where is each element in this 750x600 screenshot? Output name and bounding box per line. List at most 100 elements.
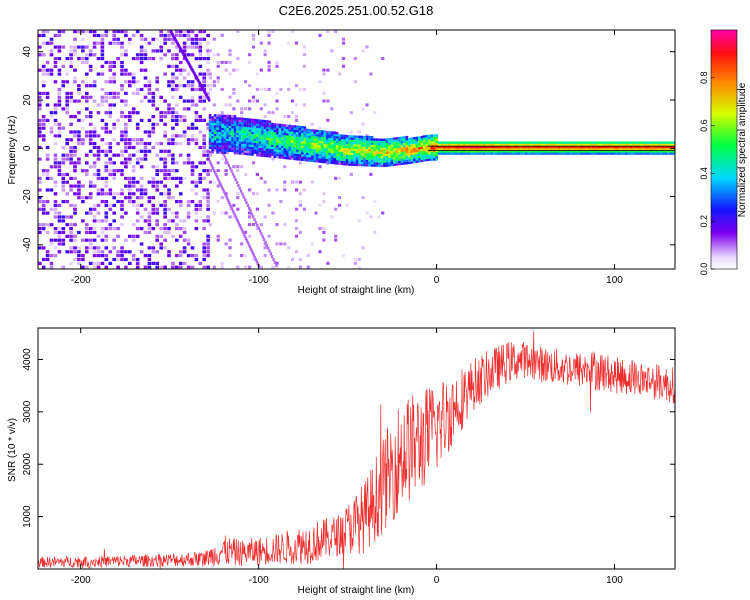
- spectrogram-ridge-cell: [395, 145, 399, 149]
- spectrogram-ridge-cell: [298, 138, 302, 142]
- spectrogram-streak-cell: [248, 99, 252, 103]
- spectrogram-noise-cell: [92, 130, 97, 134]
- spectrogram-noise-cell: [128, 196, 132, 200]
- spectrogram-ridge-cell: [629, 143, 633, 147]
- spectrogram-ridge-cell: [388, 146, 391, 150]
- spectrogram-ridge-cell: [306, 137, 309, 140]
- spectrogram-noise-cell: [38, 145, 42, 150]
- spectrogram-ridge-cell: [296, 158, 299, 161]
- spectrogram-ridge-cell: [567, 150, 571, 153]
- spectrogram-noise-cell: [178, 227, 183, 231]
- spectrogram-noise-cell: [159, 157, 163, 161]
- spectrogram-noise-cell: [178, 60, 183, 65]
- spectrogram-ridge-cell: [614, 141, 618, 144]
- spectrogram-noise-cell: [120, 72, 124, 76]
- spectrogram-ridge-cell: [323, 137, 326, 140]
- spectrogram-ridge-cell: [261, 124, 264, 127]
- spectrogram-streak-cell: [341, 41, 346, 45]
- spectrogram-noise-cell: [53, 207, 58, 211]
- spectrogram-ridge-cell: [348, 146, 351, 149]
- spectrogram-ridge-cell: [634, 143, 638, 147]
- spectrogram-noise-cell: [57, 172, 62, 177]
- spectrogram-ridge-cell: [233, 136, 237, 140]
- spectrogram-streak-cell: [240, 115, 244, 118]
- spectrogram-ridge-cell: [375, 149, 379, 152]
- snr-background: [38, 328, 675, 569]
- spectrogram-noise-cell: [178, 250, 183, 254]
- spectrogram-streak-cell: [353, 57, 357, 60]
- spectrogram-noise-cell: [202, 37, 206, 41]
- spectrogram-ridge-cell: [365, 138, 369, 141]
- spectrogram-noise-cell: [190, 84, 195, 88]
- spectrogram-streak-cell: [334, 207, 338, 211]
- spectrogram-noise-cell: [175, 115, 179, 119]
- spectrogram-ridge-cell: [246, 133, 249, 136]
- spectrogram-ridge-cell: [527, 143, 531, 147]
- spectrogram-noise-cell: [73, 176, 77, 180]
- spectrogram-noise-cell: [163, 41, 167, 45]
- spectrogram-noise-cell: [139, 176, 144, 180]
- spectrogram-ridge-cell: [333, 153, 336, 156]
- spectrogram-ridge-cell: [261, 121, 264, 125]
- spectrogram-ridge-cell: [602, 152, 605, 155]
- spectrogram-noise-cell: [104, 33, 109, 38]
- spectrogram-noise-cell: [92, 145, 97, 150]
- spectrogram-ridge-cell: [221, 114, 224, 117]
- spectrogram-ridge-cell: [278, 154, 282, 157]
- spectrogram-ridge-cell: [345, 145, 349, 149]
- spectrogram-noise-cell: [178, 219, 183, 223]
- spectrogram-noise-cell: [77, 196, 81, 200]
- spectrogram-ridge-cell: [450, 141, 453, 144]
- spectrogram-noise-cell: [167, 138, 171, 142]
- spectrogram-noise-cell: [194, 257, 199, 262]
- spectrogram-ridge-cell: [310, 157, 314, 160]
- spectrogram-ridge-cell: [360, 142, 364, 145]
- spectrogram-ridge-cell: [231, 141, 234, 144]
- spectrogram-noise-cell: [206, 91, 210, 95]
- spectrogram-streak-cell: [216, 53, 220, 57]
- spectrogram-ridge-cell: [221, 125, 224, 128]
- spectrogram-noise-cell: [41, 211, 46, 215]
- spectrogram-ridge-cell: [218, 136, 222, 139]
- spectrogram-noise-cell: [155, 219, 159, 223]
- spectrogram-streak-cell: [330, 107, 334, 111]
- spectrogram-noise-cell: [61, 227, 66, 231]
- spectrogram-ridge-cell: [363, 140, 366, 143]
- spectrogram-ridge-cell: [208, 120, 212, 123]
- spectrogram-ridge-cell: [664, 143, 668, 147]
- spectrogram-ridge-cell: [378, 138, 381, 141]
- spectrogram-noise-cell: [202, 227, 206, 231]
- spectrogram-noise-cell: [104, 254, 109, 258]
- spectrogram-ridge-cell: [435, 153, 439, 157]
- spectrogram-ridge-cell: [340, 145, 344, 148]
- spectrogram-streak-cell: [228, 215, 232, 219]
- spectrogram-ridge-cell: [293, 147, 297, 150]
- spectrogram-ridge-cell: [540, 143, 543, 147]
- spectrogram-ridge-cell: [246, 139, 249, 143]
- spectrogram-ridge-cell: [216, 138, 219, 141]
- spectrogram-ridge-cell: [241, 126, 244, 129]
- spectrogram-ridge-cell: [228, 149, 232, 152]
- spectrogram-noise-cell: [45, 145, 50, 150]
- spectrogram-noise-cell: [159, 149, 163, 153]
- spectrogram-noise-cell: [175, 33, 179, 38]
- spectrogram-ridge-cell: [268, 140, 272, 143]
- spectrogram-ridge-cell: [276, 125, 279, 128]
- spectrogram-ridge-cell: [228, 125, 232, 129]
- spectrogram-ridge-cell: [320, 136, 324, 140]
- spectrogram-noise-cell: [92, 134, 97, 138]
- spectrogram-ridge-cell: [622, 141, 625, 144]
- spectrogram-ghost-cell: [222, 152, 225, 156]
- snr-y-tick-label: 3000: [22, 400, 33, 423]
- spectrogram-noise-cell: [77, 192, 81, 196]
- spectrogram-ridge-cell: [455, 148, 458, 151]
- spectrogram-streak-cell: [236, 165, 240, 169]
- spectrogram-noise-cell: [182, 49, 187, 53]
- spectrogram-ridge-cell: [497, 150, 501, 153]
- spectrogram-ridge-cell: [363, 161, 366, 165]
- spectrogram-noise-cell: [135, 227, 140, 231]
- spectrogram-noise-cell: [135, 161, 140, 165]
- spectrogram-ridge-cell: [360, 157, 364, 160]
- spectrogram-noise-cell: [49, 207, 54, 211]
- spectrogram-ridge-cell: [288, 146, 292, 149]
